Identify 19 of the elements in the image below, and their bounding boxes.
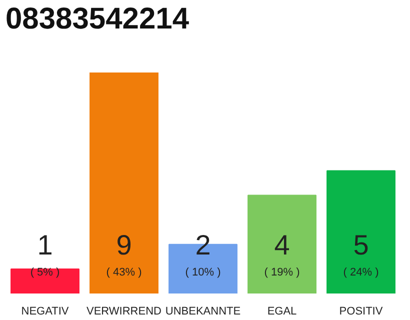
x-tick-label: NEGATIV [21,306,70,318]
annotation: ( 43% ) [106,266,142,279]
chart-title: 08383542214 [6,2,190,36]
annotation: ( 19% ) [264,266,300,279]
bar [90,72,158,294]
x-tick-label: VERWIRREND [86,306,162,318]
data-label: 9 [116,229,132,260]
data-label: 4 [274,229,290,260]
data-label: 1 [37,229,53,260]
bar [10,268,80,294]
x-tick-label: UNBEKANNTE [165,306,241,318]
x-tick-label: POSITIV [339,306,384,318]
x-tick-label: EGAL [267,306,297,318]
annotation: ( 5% ) [30,266,60,279]
data-label: 5 [353,229,369,260]
annotation: ( 10% ) [185,266,221,279]
annotation: ( 24% ) [343,266,379,279]
bar [326,170,396,294]
bar [248,194,316,294]
